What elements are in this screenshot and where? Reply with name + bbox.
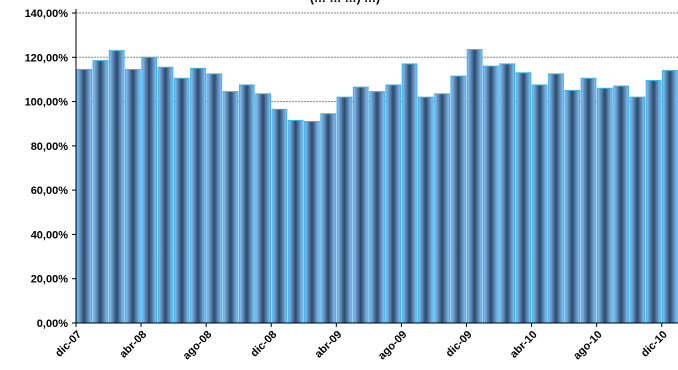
bar (157, 66, 174, 324)
bar-series (76, 49, 678, 324)
y-tick-label: 20,00% (31, 274, 69, 286)
y-tick-label: 40,00% (31, 229, 69, 241)
bar (531, 84, 548, 324)
bar (483, 65, 499, 324)
bar (238, 84, 255, 324)
x-tick-label: ago-10 (571, 329, 605, 363)
bar (141, 56, 158, 324)
bar (271, 108, 288, 324)
bar (125, 68, 141, 324)
bar (499, 63, 516, 324)
bar (108, 50, 125, 324)
bar (434, 93, 450, 324)
bar (548, 73, 564, 324)
y-tick-label: 0,00% (37, 318, 68, 330)
x-tick-label: dic-09 (444, 329, 475, 360)
bar (596, 87, 613, 324)
y-tick-label: 60,00% (31, 185, 69, 197)
bar (304, 121, 320, 324)
bar (287, 119, 304, 324)
axes (72, 9, 678, 327)
y-tick-label: 140,00% (25, 8, 69, 20)
bar (206, 73, 223, 324)
y-tick-label: 100,00% (25, 97, 69, 109)
x-axis-tick-labels: dic-07 abr-08 ago-08 dic-08 abr-09 ago-09 dic-… (53, 329, 670, 363)
bar (450, 75, 467, 324)
bar (92, 60, 109, 324)
bar (580, 77, 597, 324)
bar (255, 93, 271, 324)
bar (222, 91, 239, 324)
bar (76, 68, 93, 324)
bar (173, 77, 190, 324)
bar (352, 86, 369, 324)
x-tick-label: dic-07 (53, 329, 84, 360)
x-tick-label: ago-09 (376, 329, 410, 363)
bar (613, 85, 629, 324)
bar (385, 84, 402, 324)
bar (190, 67, 206, 324)
bar (645, 80, 662, 324)
chart-title-fragment: (… … …) …) (310, 0, 380, 5)
x-tick-label: abr-08 (117, 329, 149, 361)
bar (369, 91, 385, 324)
bar (515, 72, 532, 324)
y-tick-label: 120,00% (25, 52, 69, 64)
bar (320, 113, 337, 324)
bar (466, 49, 483, 324)
x-tick-label: dic-08 (248, 329, 279, 360)
y-axis-tick-labels: 0,00% 20,00% 40,00% 60,00% 80,00% 100,00% 120,… (25, 8, 69, 330)
bar (336, 96, 353, 324)
x-tick-label: abr-10 (508, 329, 540, 361)
bar (564, 90, 581, 324)
bar (629, 96, 646, 324)
y-tick-label: 80,00% (31, 141, 69, 153)
x-tick-label: ago-08 (181, 329, 215, 363)
bar (417, 96, 434, 324)
x-tick-label: abr-09 (313, 329, 345, 361)
bar (401, 63, 418, 324)
bar (661, 70, 678, 324)
x-tick-label: dic-10 (639, 329, 670, 360)
